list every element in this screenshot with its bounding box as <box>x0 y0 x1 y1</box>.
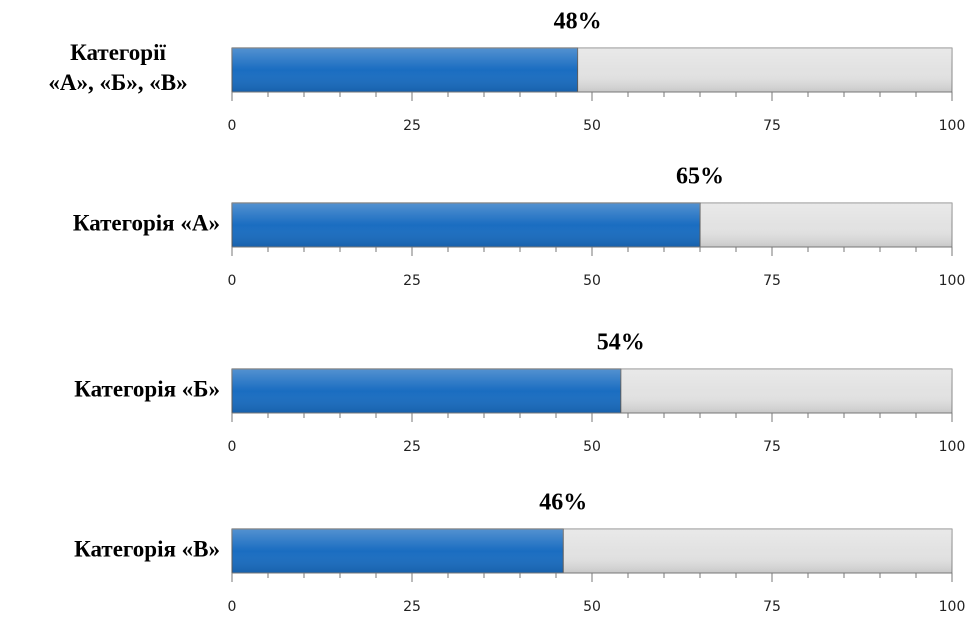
x-tick-label: 100 <box>939 599 966 615</box>
x-tick-label: 0 <box>228 273 237 289</box>
x-tick-label: 50 <box>583 273 601 289</box>
category-label: Категорія «А» <box>73 210 220 235</box>
x-tick-label: 50 <box>583 599 601 615</box>
x-tick-label: 25 <box>403 439 421 455</box>
x-tick-label: 25 <box>403 273 421 289</box>
value-label: 46% <box>539 490 587 516</box>
x-tick-label: 100 <box>939 439 966 455</box>
bar-shade <box>232 48 578 92</box>
x-tick-label: 25 <box>403 118 421 134</box>
x-tick-label: 75 <box>763 118 781 134</box>
value-label: 54% <box>597 330 645 356</box>
x-tick-label: 50 <box>583 118 601 134</box>
x-tick-label: 25 <box>403 599 421 615</box>
x-tick-label: 0 <box>228 439 237 455</box>
x-tick-label: 0 <box>228 118 237 134</box>
bar-shade <box>232 529 564 573</box>
x-tick-label: 50 <box>583 439 601 455</box>
x-tick-label: 100 <box>939 118 966 134</box>
x-tick-label: 100 <box>939 273 966 289</box>
category-label: Категорія «В» <box>74 536 220 561</box>
x-tick-label: 0 <box>228 599 237 615</box>
value-label: 48% <box>554 9 602 35</box>
x-tick-label: 75 <box>763 439 781 455</box>
bar-shade <box>232 203 700 247</box>
x-tick-label: 75 <box>763 599 781 615</box>
value-label: 65% <box>676 164 724 190</box>
x-tick-label: 75 <box>763 273 781 289</box>
category-label: Категорія «Б» <box>74 376 220 401</box>
bar-shade <box>232 369 621 413</box>
category-label: Категорії «А», «Б», «В» <box>48 40 187 95</box>
